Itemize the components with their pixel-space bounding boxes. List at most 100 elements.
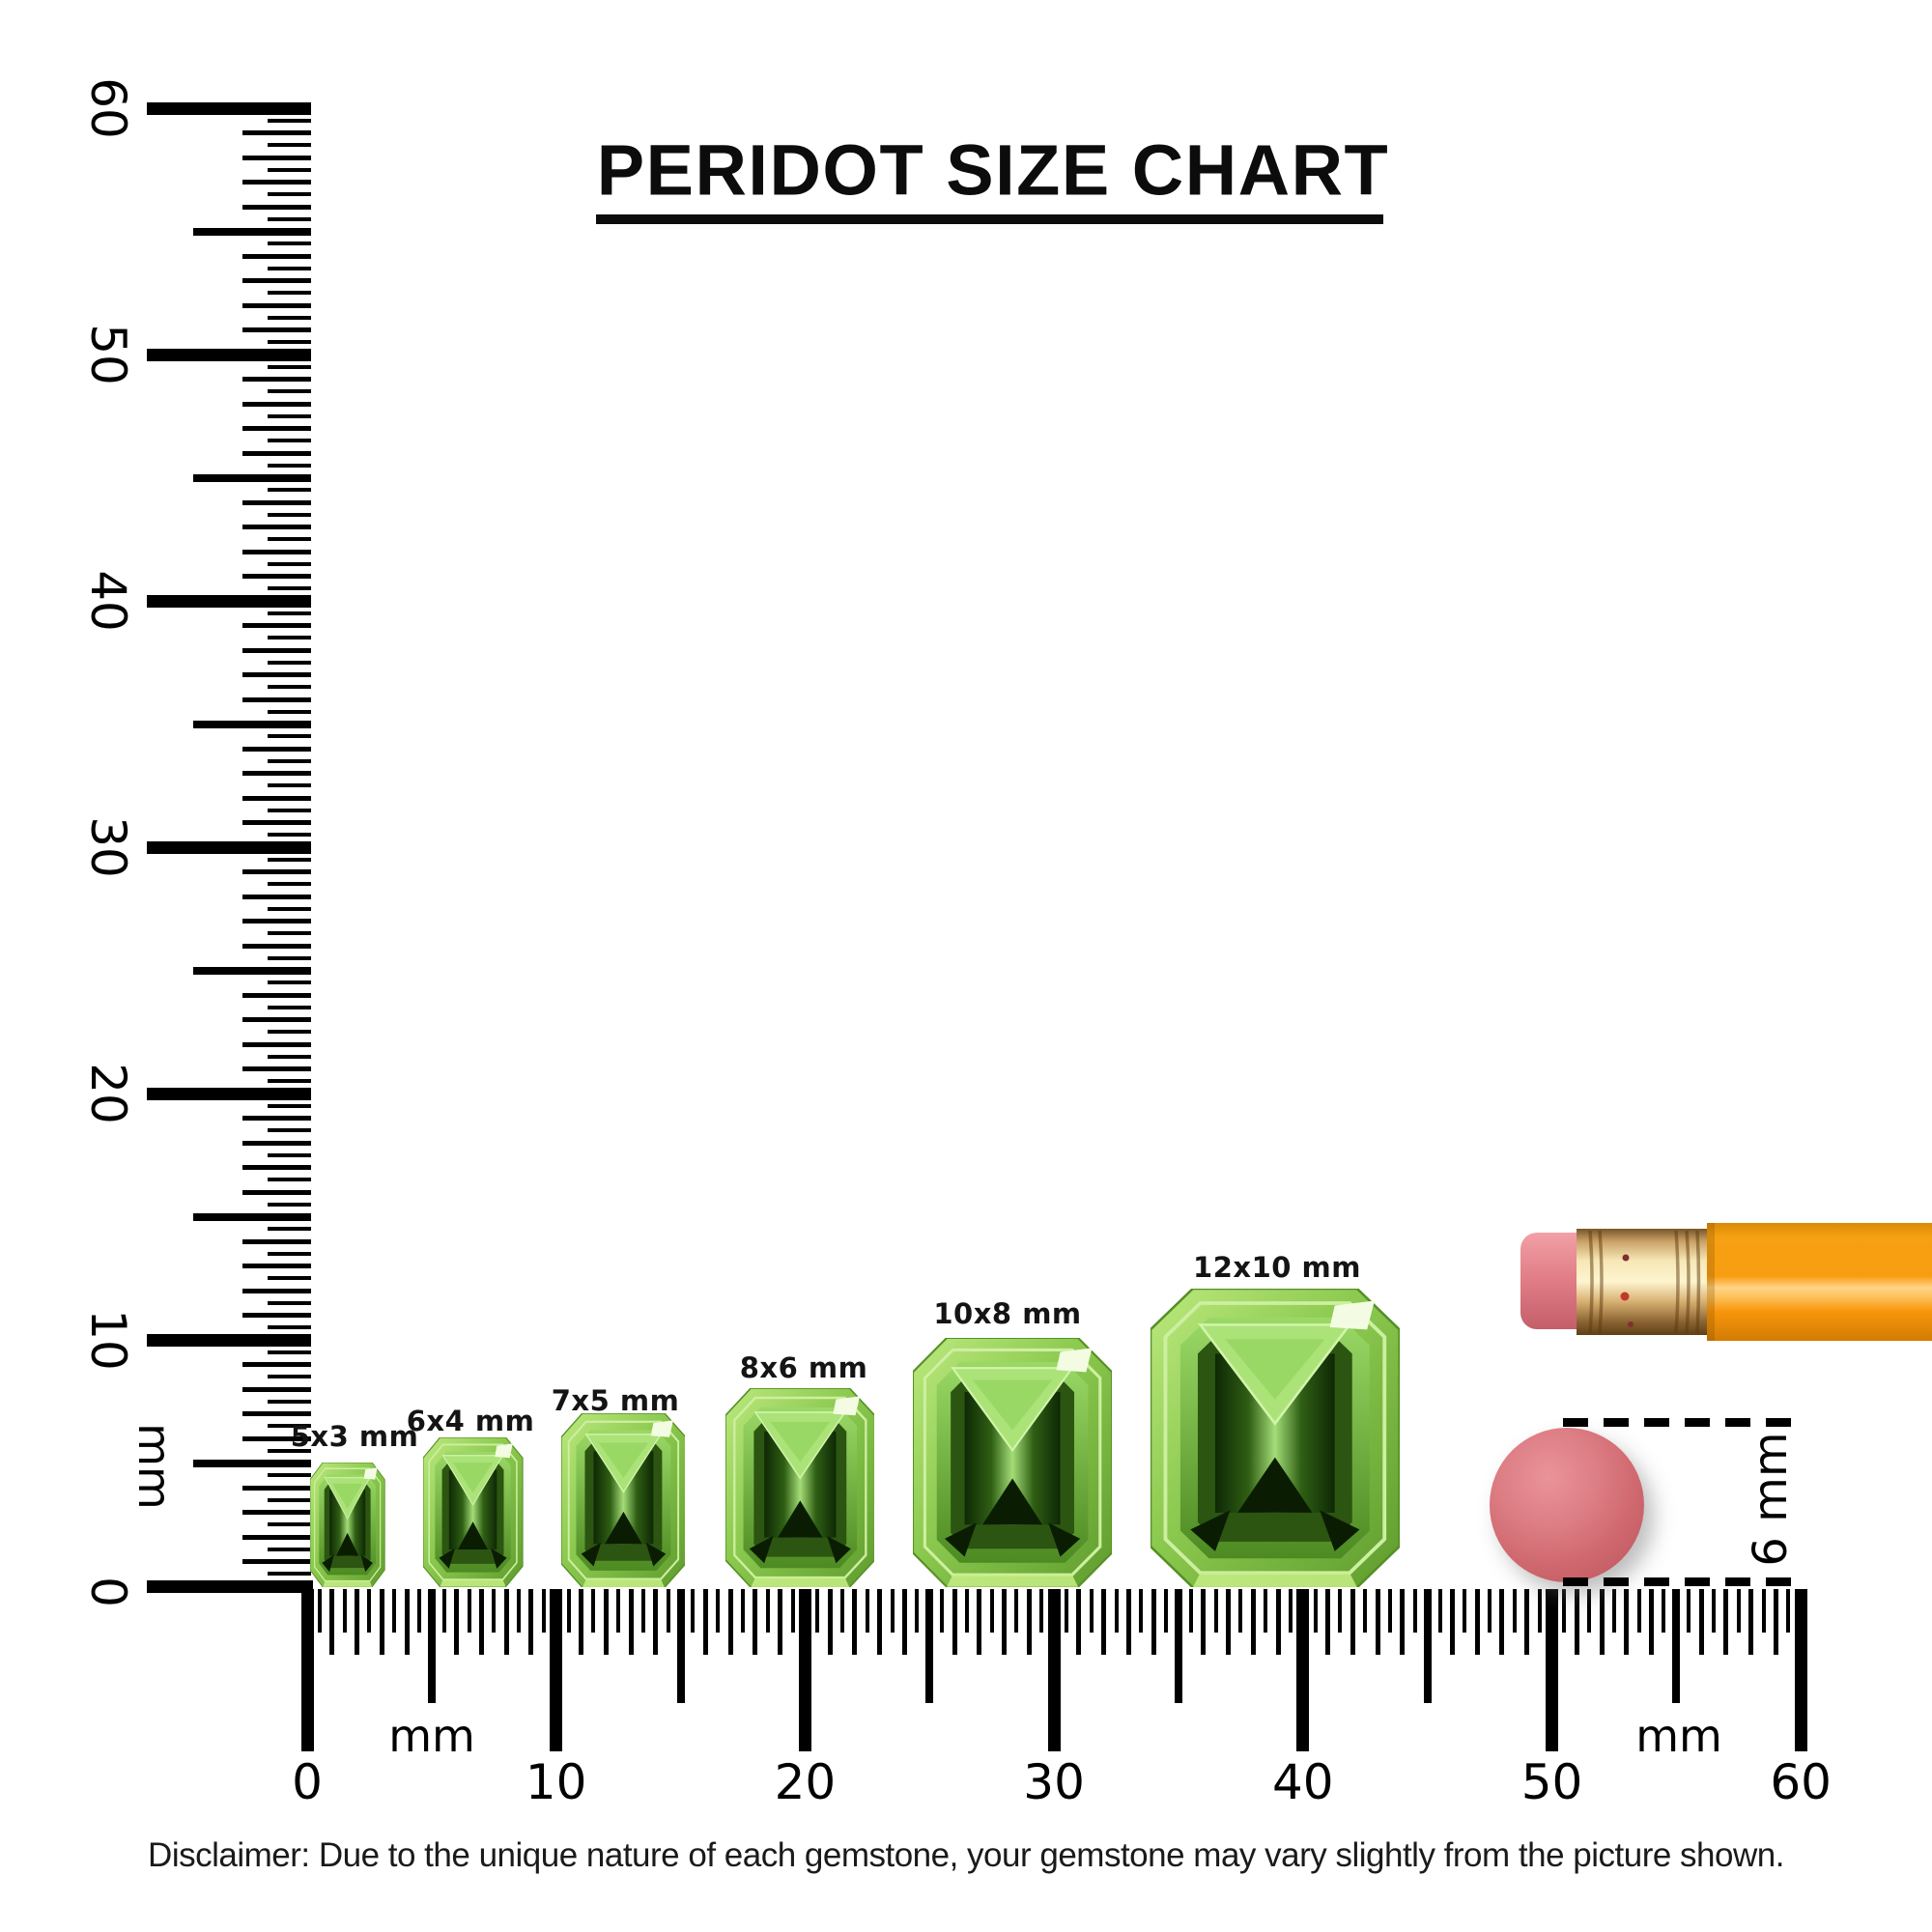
ruler-tick: [1014, 1589, 1019, 1633]
ruler-tick: [242, 130, 311, 135]
ruler-tick: [989, 1589, 994, 1633]
h-ruler-label-10: 10: [525, 1754, 587, 1810]
h-ruler-label-40: 40: [1271, 1754, 1334, 1810]
ruler-tick: [193, 1459, 311, 1467]
ruler-tick: [242, 1017, 311, 1022]
ruler-tick: [242, 1288, 311, 1293]
ruler-tick: [242, 499, 311, 505]
gem-8x6mm: [724, 1387, 875, 1587]
ruler-tick: [1463, 1589, 1467, 1633]
ruler-tick: [268, 192, 311, 197]
ruler-tick: [1238, 1589, 1243, 1633]
ruler-tick: [1363, 1589, 1368, 1633]
ruler-tick: [242, 1411, 311, 1416]
ruler-tick: [242, 1313, 311, 1318]
ruler-tick: [268, 1030, 311, 1035]
gem-10x8mm: [912, 1338, 1113, 1587]
ruler-tick: [1174, 1589, 1182, 1703]
ruler-tick: [193, 1212, 311, 1221]
ruler-tick: [1264, 1589, 1268, 1633]
ruler-tick: [1101, 1589, 1107, 1655]
ruler-tick: [1624, 1589, 1630, 1655]
ruler-tick: [268, 931, 311, 936]
ruler-tick: [550, 1589, 563, 1751]
ruler-tick: [242, 278, 311, 283]
ruler-tick: [1375, 1589, 1380, 1655]
ruler-tick: [268, 1152, 311, 1157]
ruler-tick: [1698, 1589, 1704, 1655]
ruler-tick: [1296, 1589, 1310, 1751]
ruler-tick: [268, 1375, 311, 1379]
ruler-tick: [242, 1264, 311, 1268]
disclaimer-text: Disclaimer: Due to the unique nature of …: [148, 1836, 1784, 1874]
ruler-tick: [268, 1547, 311, 1551]
ruler-tick: [454, 1589, 460, 1655]
ruler-tick: [1611, 1589, 1616, 1633]
ruler-tick: [1723, 1589, 1729, 1655]
ruler-tick: [242, 401, 311, 407]
ruler-tick: [242, 1165, 311, 1170]
ruler-tick: [193, 473, 311, 482]
ruler-tick: [268, 636, 311, 640]
ruler-tick: [242, 943, 311, 949]
ruler-tick: [653, 1589, 659, 1655]
ruler-tick: [578, 1589, 583, 1655]
h-ruler-label-60: 60: [1770, 1754, 1832, 1810]
ruler-tick: [1387, 1589, 1392, 1633]
eraser-disc: [1490, 1428, 1644, 1582]
ruler-tick: [1736, 1589, 1741, 1633]
h-ruler-label-50: 50: [1520, 1754, 1583, 1810]
ruler-tick: [416, 1589, 421, 1633]
ruler-tick: [890, 1589, 895, 1633]
ruler-tick: [1474, 1589, 1480, 1655]
ruler-tick: [790, 1589, 795, 1633]
h-ruler-unit-left: mm: [388, 1710, 475, 1762]
ruler-tick: [740, 1589, 745, 1633]
ruler-tick: [242, 525, 311, 529]
gem-size-label: 7x5 mm: [551, 1384, 680, 1417]
gem-size-label: 6x4 mm: [406, 1405, 535, 1437]
ruler-tick: [242, 1386, 311, 1392]
ruler-tick: [268, 660, 311, 665]
ruler-tick: [1064, 1589, 1068, 1633]
ruler-tick: [355, 1589, 360, 1655]
ruler-tick: [193, 720, 311, 728]
measure-label-6mm: 6 mm: [1744, 1432, 1798, 1567]
ruler-tick: [1761, 1589, 1766, 1633]
ruler-tick: [977, 1589, 982, 1655]
ruler-tick: [268, 857, 311, 862]
ruler-tick: [242, 377, 311, 382]
ruler-tick: [778, 1589, 783, 1655]
ruler-tick: [268, 1227, 311, 1232]
ruler-tick: [691, 1589, 696, 1633]
ruler-tick: [1794, 1589, 1807, 1751]
ruler-tick: [268, 1251, 311, 1256]
ruler-tick: [242, 450, 311, 456]
ruler-tick: [242, 992, 311, 998]
pencil-body: [1707, 1223, 1932, 1341]
ruler-tick: [242, 795, 311, 801]
ruler-tick: [268, 1054, 311, 1059]
ruler-tick: [952, 1589, 957, 1655]
gem-5x3mm: [310, 1463, 385, 1587]
ruler-tick: [147, 1333, 311, 1347]
ruler-tick: [603, 1589, 609, 1655]
ruler-tick: [915, 1589, 920, 1633]
ruler-tick: [1250, 1589, 1256, 1655]
measure-dash-top: [1563, 1418, 1801, 1427]
ruler-tick: [1537, 1589, 1542, 1633]
ruler-tick: [147, 840, 311, 854]
ruler-tick: [242, 919, 311, 923]
ruler-tick: [242, 204, 311, 210]
title-underline: [596, 214, 1383, 224]
ruler-tick: [268, 906, 311, 911]
ruler-tick: [1338, 1589, 1343, 1633]
ruler-tick: [242, 1116, 311, 1121]
ruler-tick: [242, 1510, 311, 1515]
ruler-tick: [640, 1589, 645, 1633]
ruler-tick: [1437, 1589, 1442, 1633]
ruler-tick: [1546, 1589, 1558, 1751]
ruler-tick: [268, 216, 311, 221]
ruler-tick: [242, 1238, 311, 1244]
ruler-tick: [1002, 1589, 1008, 1655]
